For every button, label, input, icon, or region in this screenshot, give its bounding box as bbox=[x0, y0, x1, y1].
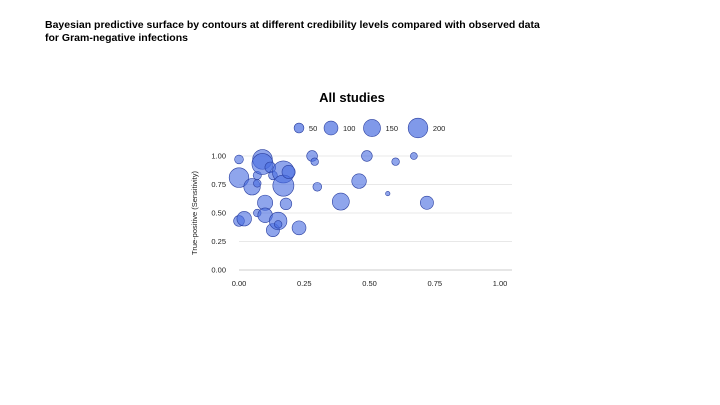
legend-bubble bbox=[363, 119, 381, 137]
data-bubble bbox=[361, 150, 373, 162]
data-bubble bbox=[236, 211, 252, 227]
data-bubble bbox=[310, 157, 319, 166]
data-bubble bbox=[228, 167, 250, 188]
data-bubble bbox=[279, 197, 293, 211]
data-bubble bbox=[281, 165, 296, 179]
data-bubble bbox=[253, 179, 262, 188]
data-bubble bbox=[420, 195, 434, 210]
y-tick-label: 0.00 bbox=[211, 266, 226, 275]
data-bubble bbox=[385, 191, 391, 197]
slide-title-line1: Bayesian predictive surface by contours … bbox=[45, 19, 540, 31]
x-tick-label: 0.25 bbox=[297, 279, 312, 288]
x-tick-label: 0.00 bbox=[232, 279, 247, 288]
y-axis-label: True-positive (Sensitivity) bbox=[190, 171, 199, 255]
data-bubble bbox=[234, 154, 244, 165]
slide-title-line2: for Gram-negative infections bbox=[45, 31, 188, 44]
y-tick-label: 0.50 bbox=[211, 209, 226, 218]
data-bubble bbox=[351, 173, 367, 189]
x-tick-label: 0.75 bbox=[427, 279, 442, 288]
data-bubble bbox=[291, 220, 307, 236]
y-tick-label: 0.25 bbox=[211, 237, 226, 246]
legend-bubble bbox=[407, 117, 429, 139]
legend-label: 200 bbox=[433, 124, 446, 133]
legend-label: 150 bbox=[386, 124, 399, 133]
y-tick-label: 0.75 bbox=[211, 180, 226, 189]
data-bubble bbox=[391, 157, 400, 166]
legend-label: 50 bbox=[309, 124, 317, 133]
slide-title: Bayesian predictive surface by contours … bbox=[45, 19, 605, 44]
data-bubble bbox=[274, 220, 283, 229]
legend-bubble bbox=[293, 122, 305, 134]
chart-title: All studies bbox=[319, 90, 385, 105]
legend-label: 100 bbox=[343, 124, 356, 133]
x-tick-label: 1.00 bbox=[493, 279, 508, 288]
data-bubble bbox=[331, 192, 350, 211]
x-tick-label: 0.50 bbox=[362, 279, 377, 288]
data-bubble bbox=[312, 182, 322, 192]
data-bubble bbox=[410, 152, 418, 160]
y-tick-label: 1.00 bbox=[211, 152, 226, 161]
legend-bubble bbox=[323, 120, 339, 136]
